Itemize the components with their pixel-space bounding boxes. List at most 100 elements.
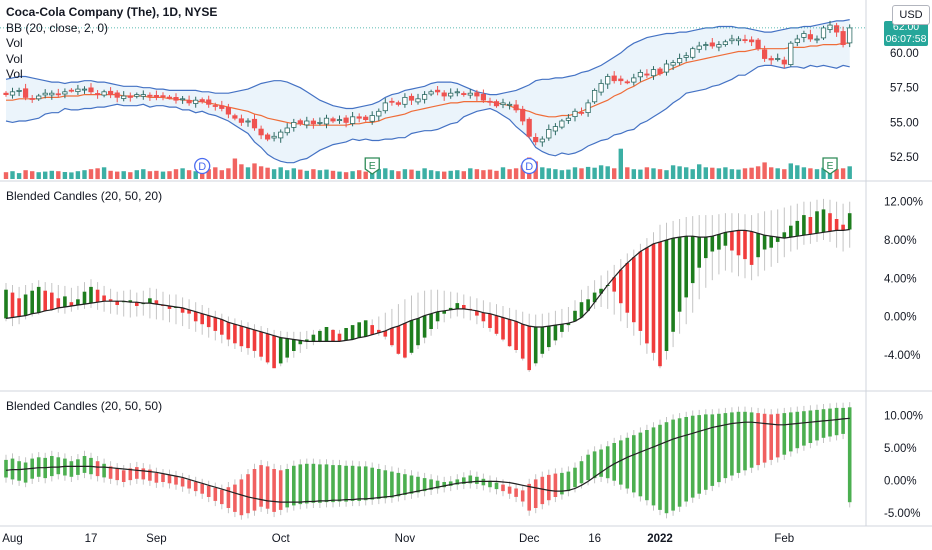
candle-body: [565, 117, 572, 121]
bc-20-50-20-bar: [10, 292, 15, 318]
bc-20-50-50-bar: [769, 414, 773, 460]
candle-body: [709, 42, 715, 47]
candle-body: [441, 92, 447, 97]
bc-20-50-20-bar: [36, 286, 41, 313]
bc-20-50-20-bar: [717, 234, 721, 250]
candle-body: [284, 127, 290, 134]
bc-20-50-50-bar: [834, 407, 839, 436]
volume-bar: [226, 168, 231, 180]
bc-20-50-50-bar: [82, 456, 87, 473]
bc-20-50-50-bar: [154, 472, 159, 483]
bc-20-50-20-bar: [815, 211, 819, 234]
blended-candles-20-50-50-pane[interactable]: [4, 402, 852, 520]
bc-20-50-50-bar: [579, 461, 584, 484]
bb-indicator-label[interactable]: BB (20, close, 2, 0): [6, 20, 109, 35]
bc-20-50-50-bar: [481, 478, 486, 486]
bc-20-50-20-bar: [265, 333, 270, 363]
bc-20-50-50-bar: [455, 479, 460, 485]
price-legend: Coca-Cola Company (The), 1D, NYSE BB (20…: [6, 5, 217, 83]
pane3-title[interactable]: Blended Candles (20, 50, 50): [6, 399, 163, 413]
bc-20-50-50-bar: [56, 457, 61, 475]
bc-20-50-50-bar: [383, 470, 388, 499]
volume-bar: [422, 168, 427, 180]
candle-body: [88, 87, 94, 93]
bc-20-50-50-bar: [690, 415, 695, 498]
bc-20-50-50-bar: [331, 465, 335, 503]
bc-20-50-20-bar: [841, 224, 845, 231]
candle-body: [75, 88, 81, 92]
bc-20-50-50-bar: [560, 472, 564, 495]
candle-body: [415, 98, 421, 103]
volume-bar: [657, 169, 663, 179]
candle-body: [454, 91, 460, 94]
volume-bar: [285, 170, 290, 179]
blended-candles-20-50-20-pane[interactable]: [4, 198, 852, 372]
candle-body: [467, 92, 473, 96]
volume-bar: [540, 167, 545, 179]
vol-indicator-label-2[interactable]: Vol: [6, 51, 23, 66]
bc-20-50-50-bar: [259, 465, 263, 507]
volume-bar: [684, 167, 689, 179]
bc-20-50-20-bar: [63, 296, 67, 307]
currency-button[interactable]: USD: [892, 5, 930, 25]
candle-body: [343, 117, 349, 123]
bc-20-50-20-bar: [847, 213, 852, 230]
candle-body: [539, 138, 545, 143]
volume-bar: [749, 167, 754, 179]
volume-bar: [474, 169, 480, 179]
pane2-title[interactable]: Blended Candles (20, 50, 20): [6, 189, 163, 203]
bc-20-50-50-bar: [442, 482, 446, 488]
bc-20-50-20-bar: [821, 209, 826, 233]
candle-body: [330, 118, 336, 122]
earnings-icon: [822, 157, 838, 175]
candle-body: [650, 69, 657, 77]
bc-20-50-50-bar: [50, 456, 54, 477]
volume-bar: [513, 168, 519, 180]
candle-body: [722, 41, 729, 45]
bc-20-50-50-bar: [488, 480, 492, 488]
volume-bar: [821, 167, 826, 179]
bc-20-50-20-bar: [664, 240, 669, 351]
volume-bar: [154, 170, 159, 179]
volume-bar: [396, 171, 401, 179]
candle-body: [801, 33, 807, 38]
bc-20-50-20-bar: [795, 220, 800, 237]
bc-20-50-20-bar: [69, 302, 74, 306]
bc-20-50-20-signal-line: [5, 228, 850, 342]
volume-bar: [108, 170, 113, 179]
candle-body: [212, 105, 218, 107]
volume-bar: [736, 169, 741, 179]
bc-20-50-20-bar: [213, 317, 218, 331]
bc-20-50-50-bar: [233, 484, 237, 512]
volume-bar: [36, 172, 41, 179]
candle-body: [421, 94, 428, 100]
bc-20-50-50-signal-line: [5, 417, 850, 503]
volume-bar: [677, 166, 682, 179]
bc-20-50-20-bar: [403, 323, 407, 358]
candle-body: [134, 94, 140, 97]
vol-indicator-label-1[interactable]: Vol: [6, 36, 23, 50]
symbol-title[interactable]: Coca-Cola Company (The), 1D, NYSE: [6, 5, 218, 19]
bc-20-50-20-bar: [363, 320, 368, 337]
bc-20-50-50-bar: [847, 407, 852, 503]
volume-bar: [10, 171, 15, 179]
bc-20-50-50-bar: [206, 485, 211, 497]
bc-20-50-20-bar: [148, 298, 152, 304]
volume-bar: [49, 170, 54, 179]
bc-20-50-20-bar: [710, 236, 715, 252]
bc-20-50-20-bar: [370, 325, 374, 335]
bc-20-50-50-bar: [416, 476, 420, 493]
volume-bar: [801, 167, 807, 179]
bc-20-50-20-bar: [579, 302, 584, 318]
bc-20-50-20-bar: [259, 331, 263, 357]
bc-20-50-50-bar: [213, 487, 218, 501]
bc-20-50-20-bar: [193, 311, 198, 322]
bc-20-50-20-bar: [167, 306, 172, 309]
vol-indicator-label-3[interactable]: Vol: [6, 67, 23, 81]
bc-20-50-50-bar: [135, 467, 139, 479]
bc-20-50-50-bar: [377, 469, 381, 499]
bc-20-50-20-bar: [233, 324, 237, 344]
bc-20-50-50-bar: [161, 474, 165, 482]
bc-20-50-20-bar: [697, 237, 701, 268]
